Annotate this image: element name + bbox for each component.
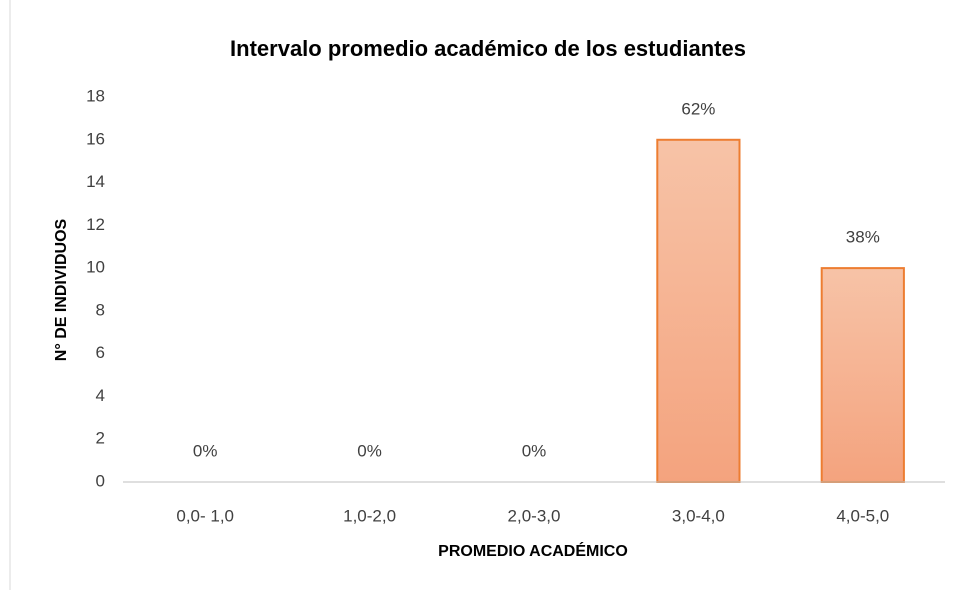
y-tick-label: 12 — [86, 215, 105, 234]
bar — [820, 267, 905, 483]
y-tick-label: 2 — [96, 429, 105, 448]
y-tick-label: 8 — [96, 300, 105, 319]
data-label: 0% — [193, 441, 218, 460]
x-tick-label: 2,0-3,0 — [508, 506, 561, 525]
y-tick-label: 10 — [86, 258, 105, 277]
y-axis-title: N° DE INDIVIDUOS — [53, 218, 70, 361]
y-tick-label: 14 — [86, 172, 105, 191]
data-label: 0% — [357, 441, 382, 460]
x-axis-title: PROMEDIO ACADÉMICO — [438, 541, 628, 560]
y-tick-label: 6 — [96, 343, 105, 362]
y-tick-label: 16 — [86, 129, 105, 148]
data-label: 0% — [522, 441, 547, 460]
data-label: 62% — [681, 99, 715, 118]
x-tick-label: 4,0-5,0 — [836, 506, 889, 525]
y-tick-label: 4 — [96, 386, 105, 405]
y-tick-label: 18 — [86, 86, 105, 105]
data-label: 38% — [846, 228, 880, 247]
chart-title: Intervalo promedio académico de los estu… — [230, 36, 746, 61]
y-tick-label: 0 — [96, 471, 105, 490]
x-tick-label: 3,0-4,0 — [672, 506, 725, 525]
x-tick-label: 0,0- 1,0 — [176, 506, 234, 525]
x-tick-label: 1,0-2,0 — [343, 506, 396, 525]
bar — [656, 138, 741, 483]
